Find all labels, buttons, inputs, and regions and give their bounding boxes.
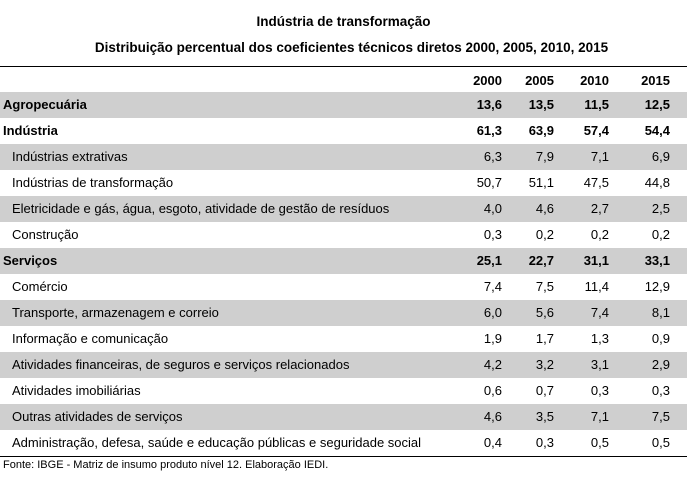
table-header: 2000 2005 2010 2015 [0,67,687,92]
row-label: Serviços [3,253,58,268]
row-value: 4,6 [483,409,502,424]
row-value: 47,5 [583,175,609,190]
row-label: Administração, defesa, saúde e educação … [12,435,422,450]
row-value: 0,9 [651,331,670,346]
row-label: Construção [12,227,79,242]
row-value: 8,1 [651,305,670,320]
column-header: 2015 [641,73,670,88]
table-row: Indústrias de transformação 50,7 51,1 47,5 4… [0,170,687,196]
row-value: 0,7 [535,383,554,398]
table-row: Transporte, armazenagem e correio 6,0 5,6 7… [0,300,687,326]
row-label: Comércio [12,279,68,294]
row-value: 13,6 [476,97,502,112]
row-label: Indústrias de transformação [12,175,174,190]
row-label: Atividades financeiras, de seguros e ser… [12,357,350,372]
row-value: 22,7 [528,253,554,268]
table-row: Outras atividades de serviços 4,6 3,5 7,1 7,… [0,404,687,430]
row-value: 6,0 [483,305,502,320]
row-value: 7,4 [590,305,609,320]
row-value: 4,6 [535,201,554,216]
row-value: 0,2 [651,227,670,242]
row-value: 63,9 [528,123,554,138]
row-value: 3,2 [535,357,554,372]
row-value: 0,3 [651,383,670,398]
row-value: 6,9 [651,149,670,164]
row-value: 12,9 [644,279,670,294]
table-row: Agropecuária 13,6 13,5 11,5 12,5 [0,92,687,118]
row-value: 3,5 [535,409,554,424]
row-label: Atividades imobiliárias [12,383,141,398]
row-value: 7,5 [535,279,554,294]
row-value: 1,9 [483,331,502,346]
row-label: Outras atividades de serviços [12,409,183,424]
table-row: Comércio 7,4 7,5 11,4 12,9 [0,274,687,300]
table-row: Construção 0,3 0,2 0,2 0,2 [0,222,687,248]
table-row: Eletricidade e gás, água, esgoto, ativid… [0,196,687,222]
bottom-rule [0,456,687,457]
table-row: Serviços 25,1 22,7 31,1 33,1 [0,248,687,274]
row-value: 2,5 [651,201,670,216]
row-value: 61,3 [476,123,502,138]
row-value: 0,3 [483,227,502,242]
source-note: Fonte: IBGE - Matriz de insumo produto n… [3,459,329,471]
row-value: 7,4 [483,279,502,294]
row-value: 0,4 [483,435,502,450]
table-subtitle: Distribuição percentual dos coeficientes… [94,40,609,55]
row-value: 3,1 [590,357,609,372]
column-header: 2010 [580,73,609,88]
table-body: Agropecuária 13,6 13,5 11,5 12,5 Indústria 61,… [0,92,687,456]
row-value: 0,2 [590,227,609,242]
row-value: 7,1 [590,149,609,164]
row-value: 2,7 [590,201,609,216]
row-value: 11,5 [584,97,609,112]
row-value: 44,8 [644,175,670,190]
row-value: 0,5 [651,435,670,450]
row-value: 50,7 [476,175,502,190]
row-value: 0,3 [590,383,609,398]
row-value: 0,6 [483,383,502,398]
row-value: 4,0 [483,201,502,216]
row-value: 5,6 [535,305,554,320]
row-value: 2,9 [651,357,670,372]
row-value: 54,4 [644,123,670,138]
row-label: Transporte, armazenagem e correio [12,305,219,320]
column-header: 2000 [473,73,502,88]
table-row: Indústria 61,3 63,9 57,4 54,4 [0,118,687,144]
table-row: Atividades imobiliárias 0,6 0,7 0,3 0,3 [0,378,687,404]
table-row: Indústrias extrativas 6,3 7,9 7,1 6,9 [0,144,687,170]
row-value: 33,1 [644,253,670,268]
table-row: Informação e comunicação 1,9 1,7 1,3 0,9 [0,326,687,352]
row-value: 1,3 [590,331,609,346]
table-row: Administração, defesa, saúde e educação … [0,430,687,456]
row-value: 0,2 [535,227,554,242]
row-value: 4,2 [483,357,502,372]
row-label: Indústrias extrativas [12,149,128,164]
row-value: 11,4 [584,279,609,294]
column-header: 2005 [525,73,554,88]
row-label: Indústria [3,123,58,138]
row-label: Eletricidade e gás, água, esgoto, ativid… [12,201,390,216]
row-value: 57,4 [583,123,609,138]
row-label: Informação e comunicação [12,331,169,346]
row-value: 0,3 [535,435,554,450]
row-value: 1,7 [535,331,554,346]
row-label: Agropecuária [3,97,87,112]
row-value: 0,5 [590,435,609,450]
table-row: Atividades financeiras, de seguros e ser… [0,352,687,378]
row-value: 12,5 [644,97,670,112]
row-value: 6,3 [483,149,502,164]
row-value: 13,5 [528,97,554,112]
row-value: 31,1 [583,253,609,268]
top-rule [0,66,687,67]
row-value: 25,1 [476,253,502,268]
row-value: 51,1 [528,175,554,190]
row-value: 7,5 [651,409,670,424]
row-value: 7,1 [590,409,609,424]
table-title: Indústria de transformação [256,14,431,29]
row-value: 7,9 [535,149,554,164]
